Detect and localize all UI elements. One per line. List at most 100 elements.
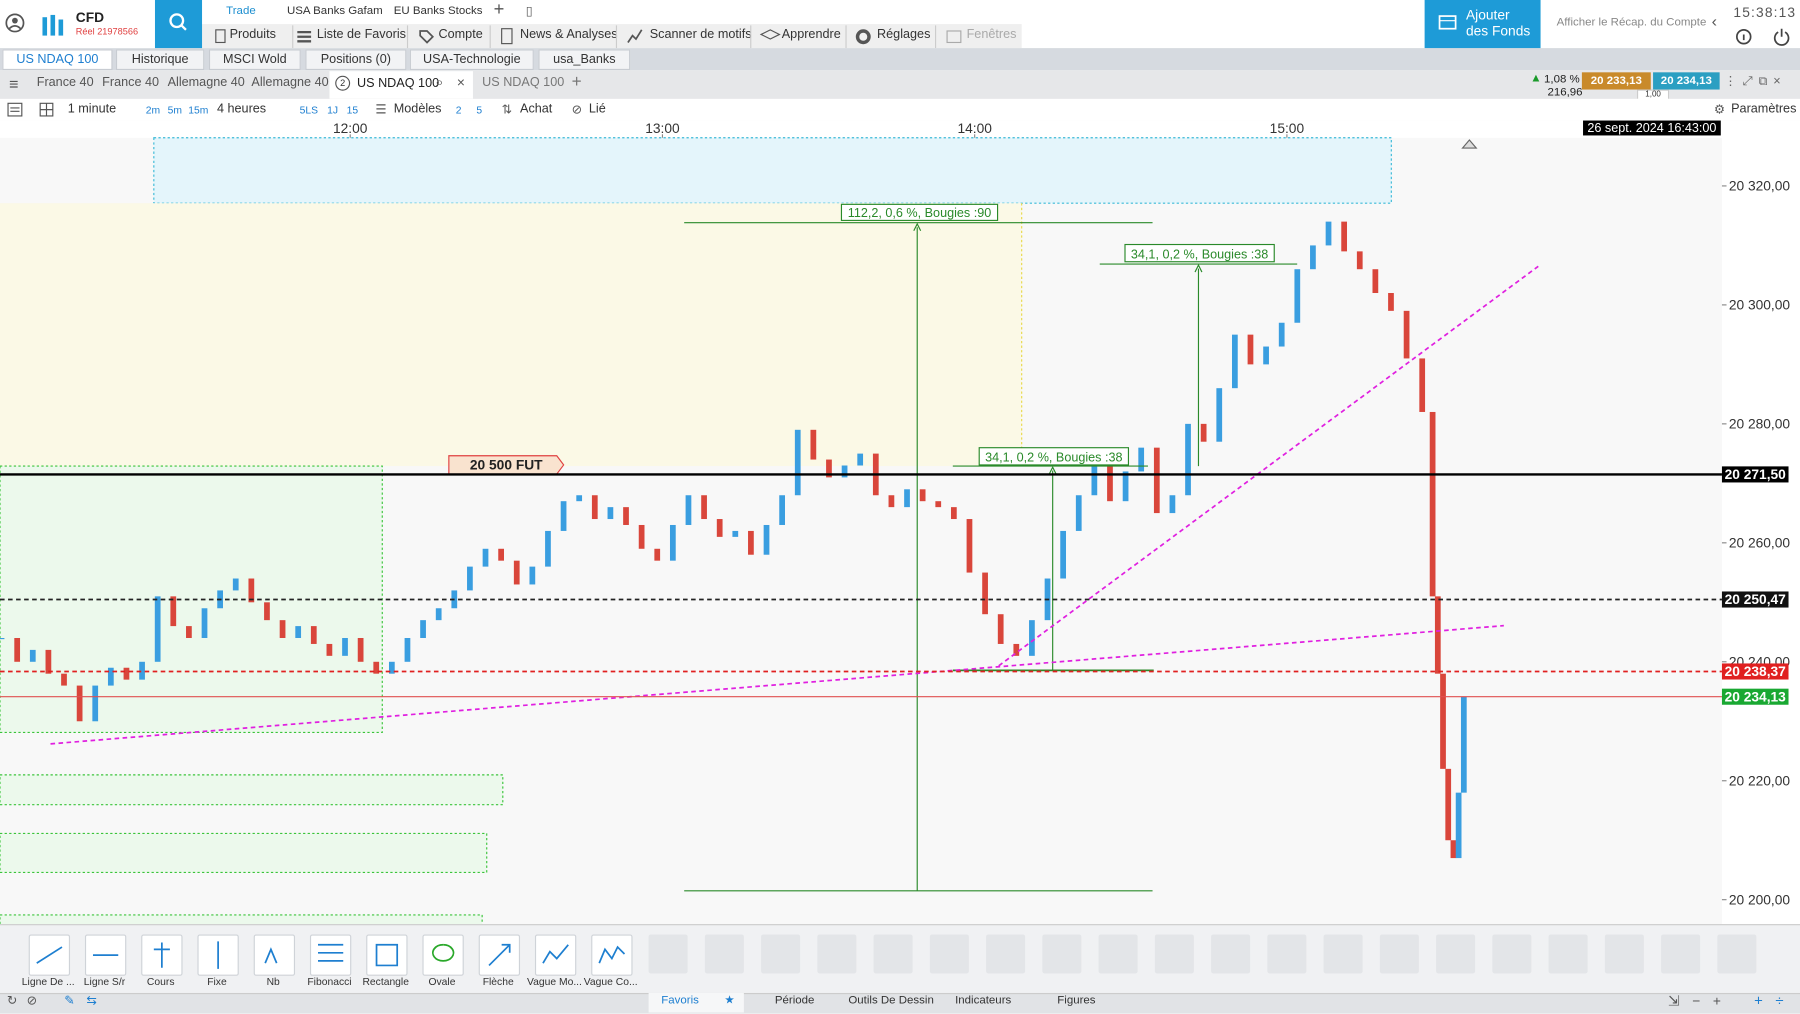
layout[interactable]: 5 xyxy=(476,104,483,116)
empty-slot[interactable] xyxy=(817,934,857,974)
empty-slot[interactable] xyxy=(704,934,744,974)
active-chart-tab[interactable]: 2 US NDAQ 100 ⌕ × xyxy=(329,71,473,99)
workspace-tab[interactable]: USA-Technologie xyxy=(409,49,534,71)
empty-slot[interactable] xyxy=(986,934,1026,974)
interval[interactable]: 1 minute xyxy=(67,102,117,116)
templates[interactable]: Modèles xyxy=(393,102,442,116)
top-tab[interactable]: EU Banks Stocks xyxy=(393,4,483,18)
chart-tab[interactable]: Allemagne 40 xyxy=(251,75,329,90)
range[interactable]: 4 heures xyxy=(216,102,267,116)
quick-interval[interactable]: 15m xyxy=(188,104,209,116)
bottom-tab[interactable]: Période xyxy=(774,994,815,1007)
zoom-controls[interactable]: ⇲−+ xyxy=(1667,992,1734,1010)
empty-slot[interactable] xyxy=(761,934,801,974)
empty-slot[interactable] xyxy=(1211,934,1251,974)
top-tab[interactable]: Trade xyxy=(226,4,256,18)
empty-slot[interactable] xyxy=(1436,934,1476,974)
fund-button[interactable]: Ajouter des Fonds xyxy=(1424,0,1541,49)
view[interactable]: 5LS xyxy=(299,104,319,116)
search-button[interactable] xyxy=(154,0,203,49)
tool-button[interactable] xyxy=(366,934,408,976)
y-tick-label: 20 280,00 xyxy=(1729,416,1791,431)
workspace-tab[interactable]: US NDAQ 100 xyxy=(2,49,113,71)
menu-item[interactable]: Liste de Favoris xyxy=(316,27,406,42)
menu-icon[interactable]: ≡ xyxy=(9,74,19,93)
chart-tab[interactable]: France 40 xyxy=(102,75,160,90)
scroll-marker[interactable] xyxy=(1461,139,1478,149)
empty-slot[interactable] xyxy=(1098,934,1138,974)
chart-tab[interactable]: Allemagne 40 xyxy=(167,75,245,90)
settings[interactable]: Paramètres xyxy=(1731,102,1797,116)
header-icons[interactable] xyxy=(1733,26,1796,47)
ask[interactable]: 20 234,13 xyxy=(1653,72,1720,90)
menu-item[interactable]: Compte xyxy=(438,27,483,42)
linked[interactable]: Lié xyxy=(588,102,606,116)
y-tick-label: 20 200,00 xyxy=(1729,892,1791,907)
tab-search[interactable]: ⌕ xyxy=(435,73,444,91)
empty-slot[interactable] xyxy=(1604,934,1644,974)
quick-interval[interactable]: 5m xyxy=(167,104,182,116)
bottom-icons[interactable]: ↻⊘ xyxy=(6,994,47,1008)
bottom-tab[interactable]: Outils De Dessin xyxy=(848,994,934,1007)
empty-slot[interactable] xyxy=(1042,934,1082,974)
menu-item[interactable]: Fenêtres xyxy=(966,27,1017,42)
empty-slot[interactable] xyxy=(648,934,688,974)
workspace-tab[interactable]: MSCI Wold xyxy=(208,49,301,71)
collapse[interactable]: ‹ xyxy=(1711,11,1717,30)
empty-slot[interactable] xyxy=(1154,934,1194,974)
star-icon[interactable]: ★ xyxy=(724,994,735,1007)
tool-button[interactable] xyxy=(28,934,71,976)
buy[interactable]: Achat xyxy=(520,102,553,116)
bid[interactable]: 20 233,13 xyxy=(1581,72,1651,90)
tab-close[interactable]: × xyxy=(456,74,465,91)
tool-button[interactable] xyxy=(141,934,183,976)
empty-slot[interactable] xyxy=(873,934,913,974)
view[interactable]: 15 xyxy=(346,104,359,116)
bottom-tab[interactable]: Favoris xyxy=(661,994,699,1007)
tool-button[interactable] xyxy=(478,934,521,976)
tool-button[interactable] xyxy=(197,934,239,976)
toolbar-icons[interactable] xyxy=(7,102,58,117)
tool-button[interactable] xyxy=(309,934,352,976)
tool-button[interactable] xyxy=(84,934,127,976)
add-chart-tab[interactable]: + xyxy=(571,72,582,92)
view[interactable]: 1J xyxy=(327,104,339,116)
empty-slot[interactable] xyxy=(1379,934,1419,974)
chart-tab[interactable]: France 40 xyxy=(36,75,94,90)
tool-button[interactable] xyxy=(422,934,464,976)
window-icon[interactable]: ▯ xyxy=(525,4,533,19)
add-tab[interactable]: + xyxy=(493,0,505,20)
workspace-tab[interactable]: Positions (0) xyxy=(305,49,407,71)
menu-item[interactable]: Produits xyxy=(229,27,276,42)
empty-slot[interactable] xyxy=(1661,934,1701,974)
price-level-label: 20 250,47 xyxy=(1725,592,1787,607)
top-tab[interactable]: USA Banks Gafam xyxy=(286,4,383,18)
quick-interval[interactable]: 2m xyxy=(145,104,161,116)
clock: 15:38:13 xyxy=(1733,4,1797,21)
menu-item[interactable]: Apprendre xyxy=(781,27,841,42)
window-controls[interactable]: ⋮⤢⧉× xyxy=(1724,74,1787,89)
empty-slot[interactable] xyxy=(1267,934,1307,974)
layout[interactable]: 2 xyxy=(455,104,462,116)
menu-item[interactable]: Scanner de motifs xyxy=(649,27,752,42)
candle xyxy=(435,608,442,621)
tool-button[interactable] xyxy=(253,934,296,976)
empty-slot[interactable] xyxy=(1492,934,1532,974)
empty-slot[interactable] xyxy=(1323,934,1363,974)
user-icon[interactable] xyxy=(5,13,26,34)
tool-button[interactable] xyxy=(534,934,577,976)
empty-slot[interactable] xyxy=(1548,934,1588,974)
bottom-tab[interactable]: Figures xyxy=(1057,994,1096,1007)
menu-item[interactable]: Réglages xyxy=(877,27,931,42)
tool-button[interactable] xyxy=(591,934,633,976)
bottom-tab[interactable]: Indicateurs xyxy=(955,994,1012,1007)
workspace-tab[interactable]: usa_Banks xyxy=(538,49,631,71)
bottom-icons[interactable]: ✎⇆ xyxy=(64,994,109,1008)
empty-slot[interactable] xyxy=(1717,934,1757,974)
empty-slot[interactable] xyxy=(929,934,969,974)
chart-tab[interactable]: US NDAQ 100 xyxy=(482,75,565,90)
workspace-tab[interactable]: Historique xyxy=(115,49,205,71)
menu-item[interactable]: News & Analyses xyxy=(520,27,618,42)
crosshair-controls[interactable]: +÷ xyxy=(1754,991,1797,1010)
summary-link[interactable]: Afficher le Récap. du Compte xyxy=(1556,16,1707,29)
